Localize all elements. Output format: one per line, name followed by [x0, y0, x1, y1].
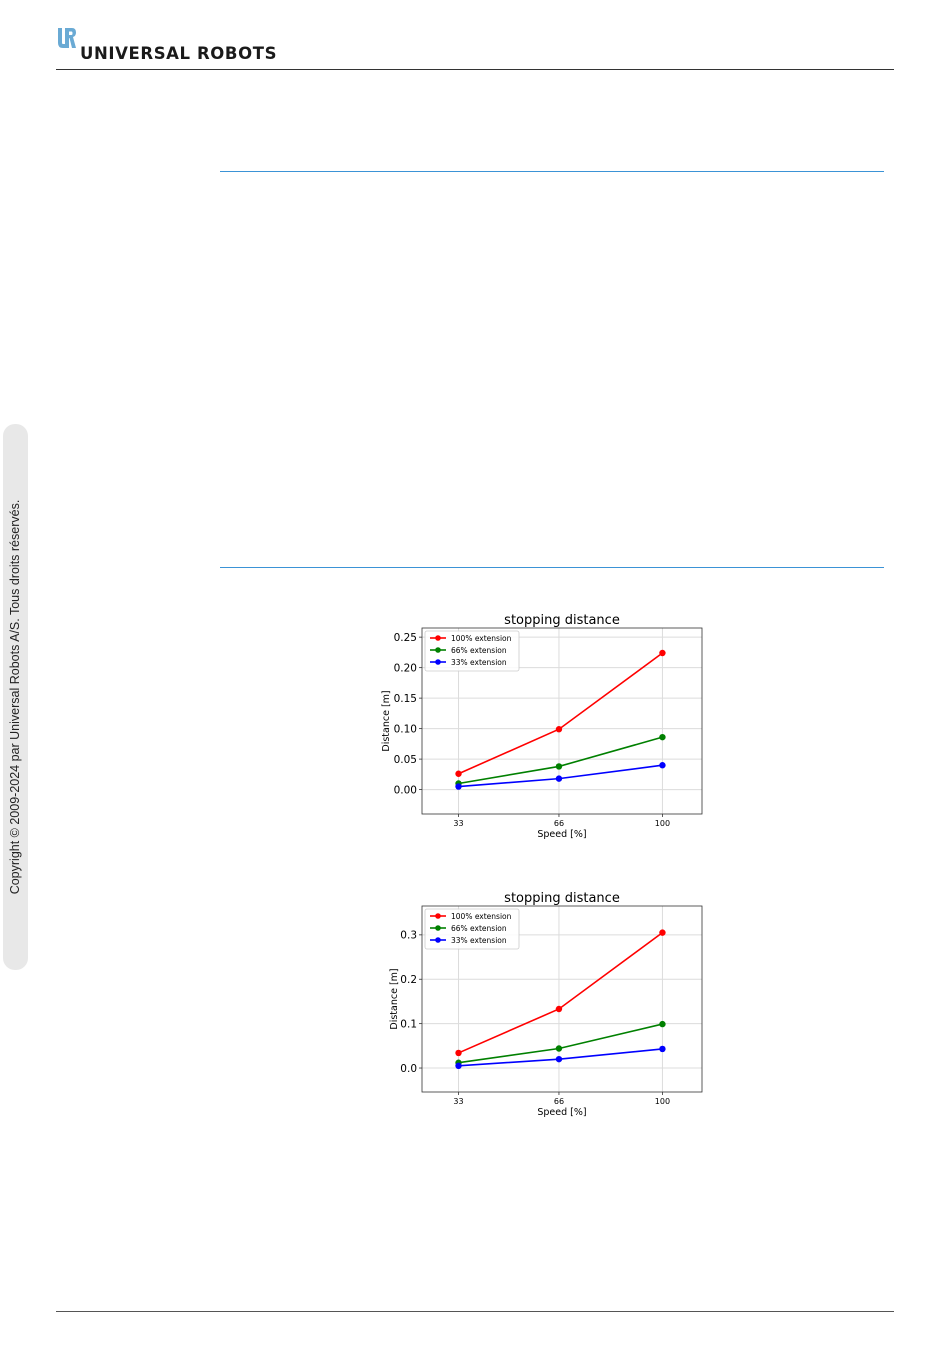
data-point: [555, 726, 563, 733]
legend-label: 66% extension: [451, 646, 507, 655]
copyright-text: Copyright © 2009-2024 par Universal Robo…: [8, 499, 22, 895]
y-tick-label: 0.15: [394, 693, 417, 705]
data-point: [659, 733, 666, 741]
x-tick-label: 33: [453, 819, 463, 828]
legend-marker: [435, 659, 441, 665]
y-tick-label: 0.3: [400, 930, 417, 942]
section-divider-top: [220, 171, 884, 172]
data-point: [659, 1045, 666, 1053]
header-divider: [56, 69, 894, 70]
legend-marker: [435, 635, 441, 641]
legend-label: 100% extension: [451, 634, 512, 643]
x-tick-label: 66: [554, 819, 564, 828]
plot-frame: [421, 627, 703, 815]
legend-label: 33% extension: [451, 936, 507, 945]
y-tick-label: 0.0: [400, 1063, 417, 1075]
data-point: [659, 649, 666, 657]
plot-frame: [421, 905, 703, 1093]
y-tick-label: 0.2: [400, 974, 417, 986]
legend-label: 66% extension: [451, 924, 507, 933]
data-point: [555, 1005, 563, 1013]
series-line: [458, 931, 663, 1054]
y-tick-label: 0.10: [394, 723, 417, 735]
data-point: [659, 929, 666, 936]
data-point: [555, 775, 563, 782]
ur-logo-icon: [58, 28, 76, 48]
x-tick-label: 33: [453, 1097, 463, 1106]
x-tick-label: 100: [655, 819, 670, 828]
data-point: [455, 783, 462, 790]
legend-marker: [435, 647, 441, 653]
legend-label: 100% extension: [451, 912, 512, 921]
y-axis-label: Distance [m]: [389, 968, 400, 1029]
section-divider-bottom: [220, 567, 884, 568]
data-point: [659, 1020, 666, 1028]
data-point: [455, 1049, 462, 1057]
y-tick-label: 0.1: [400, 1018, 417, 1030]
legend-marker: [435, 913, 441, 919]
stopping-distance-chart-2: stopping distance 0.0 0.1 0.2 0.3 33 66 100 Spee…: [375, 884, 715, 1118]
brand-name: UNIVERSAL ROBOTS: [80, 44, 278, 63]
chart-svg: stopping distance 0.00 0.05 0.10 0.15 0.20 0.2…: [381, 613, 703, 840]
data-point: [659, 762, 666, 769]
chart-title: stopping distance: [504, 613, 620, 628]
data-point: [555, 1045, 563, 1052]
y-axis-label: Distance [m]: [381, 690, 392, 751]
chart-title: stopping distance: [504, 891, 620, 906]
data-point: [555, 1055, 563, 1063]
data-point: [555, 763, 563, 770]
data-point: [455, 770, 462, 777]
legend-marker: [435, 925, 441, 931]
y-tick-label: 0.20: [394, 662, 417, 674]
stopping-distance-chart-1: stopping distance 0.00 0.05 0.10 0.15 0.20 0.2…: [375, 606, 715, 840]
x-tick-label: 66: [554, 1097, 564, 1106]
y-tick-label: 0.00: [394, 784, 417, 796]
x-axis-label: Speed [%]: [537, 829, 586, 840]
chart-svg: stopping distance 0.0 0.1 0.2 0.3 33 66 100 Spee…: [389, 891, 703, 1118]
y-tick-label: 0.05: [394, 754, 417, 766]
footer-divider: [56, 1311, 894, 1312]
copyright-sidebar: [3, 424, 28, 970]
legend-marker: [435, 937, 441, 943]
brand-logo: [57, 27, 287, 67]
legend-label: 33% extension: [451, 658, 507, 667]
y-tick-label: 0.25: [394, 632, 417, 644]
legend-box: [424, 630, 520, 672]
x-axis-label: Speed [%]: [537, 1107, 586, 1118]
x-tick-label: 100: [655, 1097, 670, 1106]
legend-box: [424, 908, 520, 950]
data-point: [455, 1062, 462, 1070]
